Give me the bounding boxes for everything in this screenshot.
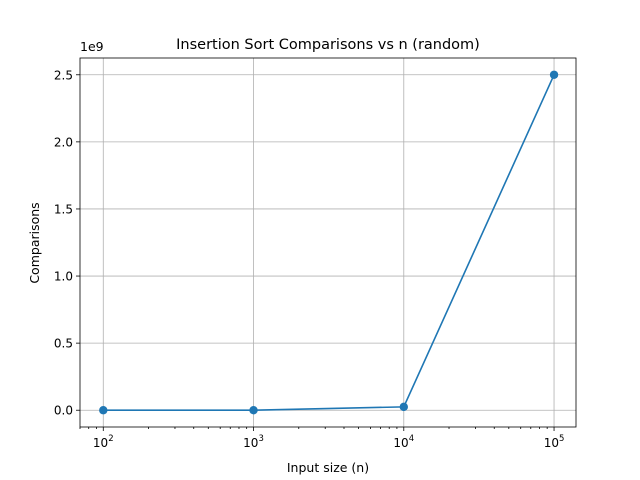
series-line (103, 74, 555, 412)
y-offset-label: 1e9 (80, 39, 104, 54)
x-tick-base: 10 (544, 436, 559, 450)
y-axis-label: Comparisons (27, 202, 42, 283)
y-tick-label: 1.0 (54, 270, 73, 284)
series (99, 70, 559, 415)
x-tick-label: 102 (93, 434, 114, 450)
y-tick-label: 2.5 (54, 68, 73, 82)
x-axis-label: Input size (n) (287, 460, 369, 475)
x-tick-label: 103 (243, 434, 264, 450)
data-point (549, 70, 559, 79)
y-tick-label: 2.0 (54, 135, 73, 149)
data-point (99, 406, 108, 415)
x-tick-base: 10 (93, 436, 108, 450)
x-tick-label: 104 (393, 434, 414, 450)
x-tick-base: 10 (243, 436, 258, 450)
x-tick-exponent: 5 (559, 434, 564, 444)
plot-frame (79, 57, 577, 428)
grid (80, 58, 576, 427)
data-point (399, 402, 408, 412)
x-tick-base: 10 (393, 436, 408, 450)
x-tick-label: 105 (544, 434, 565, 450)
x-tick-exponent: 4 (409, 434, 414, 444)
data-point (249, 405, 258, 415)
chart-title: Insertion Sort Comparisons vs n (random) (176, 37, 480, 53)
x-tick-exponent: 3 (258, 434, 263, 444)
x-tick-exponent: 2 (108, 434, 113, 444)
y-tick-label: 0.5 (54, 337, 73, 351)
y-tick-label: 0.0 (54, 404, 73, 418)
y-tick-label: 1.5 (54, 202, 73, 216)
